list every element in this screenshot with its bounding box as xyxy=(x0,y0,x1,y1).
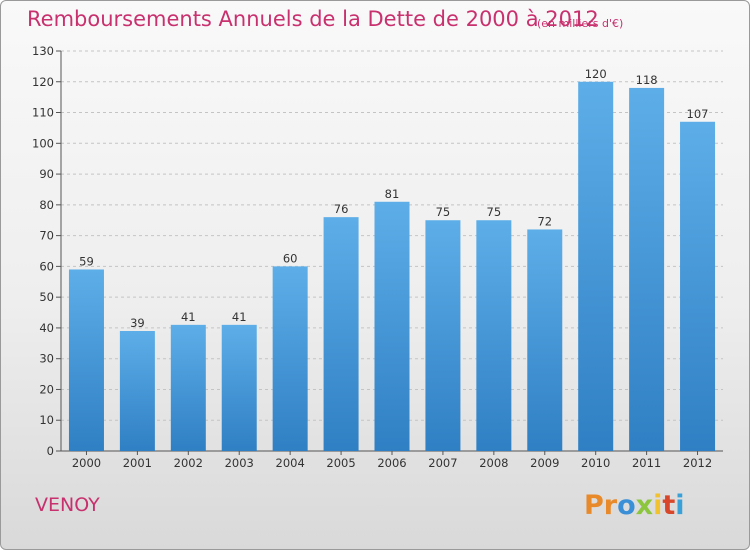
logo-part-6: i xyxy=(675,490,685,521)
bar-2012 xyxy=(680,121,716,452)
value-label: 59 xyxy=(79,254,94,268)
logo-part-5: t xyxy=(662,490,676,521)
x-tick-label: 2000 xyxy=(72,456,101,470)
value-label: 118 xyxy=(636,73,658,87)
value-label: 107 xyxy=(687,107,709,121)
bar-2010 xyxy=(578,81,614,452)
x-tick-label: 2010 xyxy=(581,456,610,470)
y-tick-label: 40 xyxy=(39,321,54,335)
y-tick-label: 50 xyxy=(39,290,54,304)
y-tick-label: 80 xyxy=(39,198,54,212)
x-tick-label: 2001 xyxy=(123,456,152,470)
value-label: 81 xyxy=(385,187,400,201)
bar-2008 xyxy=(476,220,512,451)
x-tick-label: 2011 xyxy=(632,456,661,470)
bar-2007 xyxy=(425,220,461,451)
bar-2002 xyxy=(170,324,206,451)
bar-2000 xyxy=(68,269,104,451)
y-tick-label: 90 xyxy=(39,167,54,181)
proxiti-logo: Proxiti xyxy=(584,490,685,521)
bar-2005 xyxy=(323,217,359,451)
x-tick-label: 2002 xyxy=(174,456,203,470)
y-tick-label: 100 xyxy=(32,136,54,150)
value-label: 60 xyxy=(283,251,298,265)
labels: 59 2000 39 2001 41 2002 41 2003 60 2004 76 2005 81 20… xyxy=(72,67,712,470)
y-tick-label: 130 xyxy=(32,44,54,58)
x-tick-label: 2007 xyxy=(428,456,457,470)
y-tick-label: 10 xyxy=(39,413,54,427)
x-tick-label: 2004 xyxy=(276,456,305,470)
value-label: 72 xyxy=(537,214,552,228)
y-tick-label: 0 xyxy=(47,444,54,458)
value-label: 75 xyxy=(487,205,502,219)
y-tick-label: 70 xyxy=(39,229,54,243)
bars xyxy=(68,81,716,452)
commune-name: VENOY xyxy=(35,494,100,516)
logo-part-3: x xyxy=(635,490,654,521)
logo-part-1: Pr xyxy=(584,490,618,521)
x-tick-label: 2012 xyxy=(683,456,712,470)
value-label: 39 xyxy=(130,316,145,330)
y-tick-label: 110 xyxy=(32,106,54,120)
value-label: 75 xyxy=(436,205,451,219)
y-tick-label: 120 xyxy=(32,75,54,89)
value-label: 41 xyxy=(232,310,247,324)
x-tick-label: 2009 xyxy=(530,456,559,470)
value-label: 120 xyxy=(585,67,607,81)
bar-2003 xyxy=(221,324,257,451)
y-tick-label: 20 xyxy=(39,382,54,396)
value-label: 41 xyxy=(181,310,196,324)
bar-2004 xyxy=(272,266,308,451)
x-tick-label: 2005 xyxy=(326,456,355,470)
chart-title: Remboursements Annuels de la Dette de 20… xyxy=(27,7,599,31)
x-tick-label: 2008 xyxy=(479,456,508,470)
value-label: 76 xyxy=(334,202,349,216)
x-tick-label: 2003 xyxy=(225,456,254,470)
bar-2009 xyxy=(527,229,563,451)
y-tick-label: 60 xyxy=(39,259,54,273)
x-tick-label: 2006 xyxy=(377,456,406,470)
bar-2006 xyxy=(374,201,410,451)
logo-part-2: o xyxy=(617,490,636,521)
chart-subtitle: (en milliers d'€) xyxy=(537,17,624,30)
logo-part-4: i xyxy=(653,490,663,521)
y-tick-label: 30 xyxy=(39,352,54,366)
bar-2011 xyxy=(629,87,665,451)
bar-2001 xyxy=(119,331,155,451)
